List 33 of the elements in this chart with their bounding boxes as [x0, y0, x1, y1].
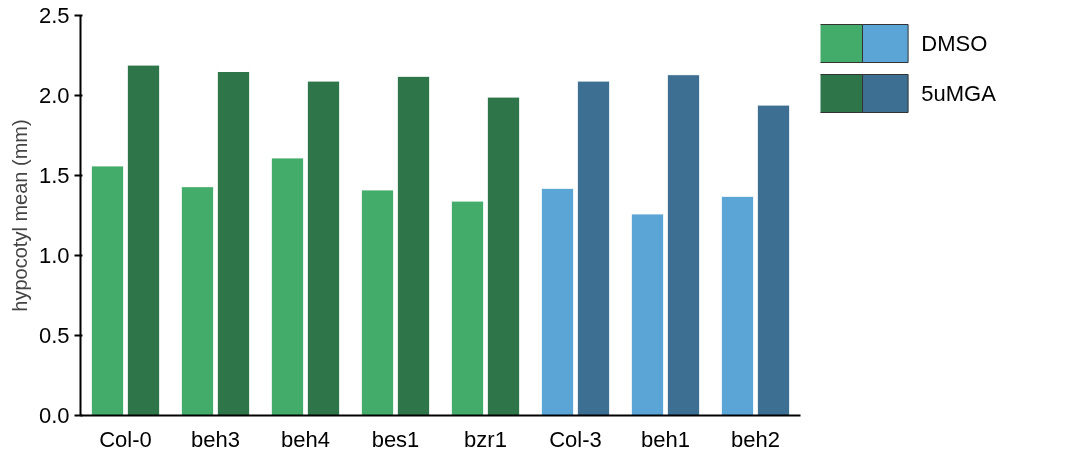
x-tick-label: Col-3: [549, 426, 602, 452]
bar: [720, 195, 755, 416]
x-tick-label: bzr1: [464, 426, 507, 452]
x-tick-label: beh1: [641, 426, 690, 452]
bar: [666, 74, 701, 416]
bar: [630, 213, 665, 416]
x-tick-label: beh2: [731, 426, 780, 452]
y-tick-label: 2.5: [38, 3, 70, 28]
bar: [576, 80, 611, 416]
x-tick-label: beh3: [191, 426, 240, 452]
bar: [450, 200, 485, 416]
bar: [486, 96, 521, 416]
bar: [270, 157, 305, 416]
legend-label: 5uMGA: [921, 81, 997, 106]
bar: [306, 80, 341, 416]
x-tick-label: bes1: [371, 426, 420, 452]
bar: [540, 187, 575, 416]
y-tick-label: 2.0: [38, 83, 70, 108]
bar: [396, 75, 431, 416]
bar: [90, 165, 125, 416]
y-tick-label: 0.0: [38, 403, 70, 428]
y-axis-title: hypocotyl mean (mm): [8, 119, 31, 312]
bar: [756, 104, 791, 416]
bar: [126, 64, 161, 416]
bar: [360, 189, 395, 416]
y-tick-label: 0.5: [38, 323, 70, 348]
x-tick-label: Col-0: [99, 426, 152, 452]
y-tick-label: 1.0: [38, 243, 70, 268]
bar: [216, 71, 251, 416]
x-tick-label: beh4: [281, 426, 330, 452]
bar: [180, 186, 215, 416]
legend-label: DMSO: [921, 31, 988, 56]
y-tick-label: 1.5: [38, 163, 70, 188]
